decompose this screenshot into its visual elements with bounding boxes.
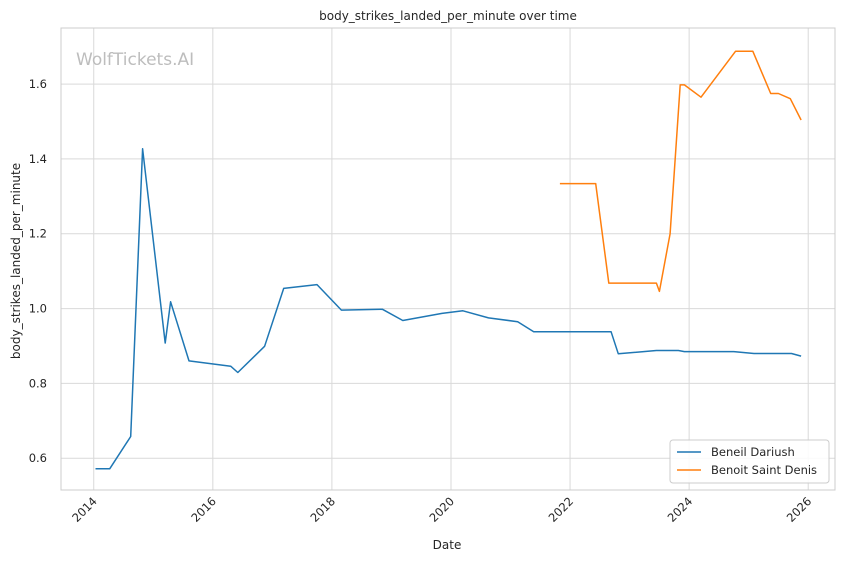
y-tick-label: 1.4 xyxy=(29,152,47,166)
y-tick-label: 1.6 xyxy=(29,77,47,91)
series-lines xyxy=(95,50,802,470)
y-tick-label: 1.2 xyxy=(29,227,47,241)
watermark: WolfTickets.AI xyxy=(76,50,194,70)
x-tick-label: 2018 xyxy=(307,494,338,525)
x-tick-label: 2022 xyxy=(546,494,577,525)
plot-frame xyxy=(60,27,836,491)
y-tick-label: 0.8 xyxy=(29,376,47,390)
series-line-benoit-saint-denis xyxy=(559,50,802,293)
x-tick-label: 2014 xyxy=(69,494,100,525)
grid-lines xyxy=(61,28,835,490)
y-tick-label: 1.0 xyxy=(29,302,47,316)
legend: Beneil Dariush Benoit Saint Denis xyxy=(669,439,830,484)
y-tick-label: 0.6 xyxy=(29,451,47,465)
x-tick-label: 2024 xyxy=(665,494,696,525)
x-axis-title: Date xyxy=(433,538,462,552)
legend-label-beneil-dariush: Beneil Dariush xyxy=(711,445,795,459)
y-tick-labels: 0.6 0.8 1.0 1.2 1.4 1.6 xyxy=(29,77,47,465)
y-axis-title: body_strikes_landed_per_minute xyxy=(9,163,23,359)
x-tick-label: 2020 xyxy=(426,494,457,525)
series-line-beneil-dariush xyxy=(95,148,802,470)
x-tick-label: 2026 xyxy=(784,494,815,525)
legend-box xyxy=(669,439,830,484)
x-tick-labels: 2014 2016 2018 2020 2022 2024 2026 xyxy=(69,494,814,525)
legend-label-benoit-saint-denis: Benoit Saint Denis xyxy=(711,463,817,477)
chart-title: body_strikes_landed_per_minute over time xyxy=(319,9,577,23)
x-tick-label: 2016 xyxy=(188,494,219,525)
